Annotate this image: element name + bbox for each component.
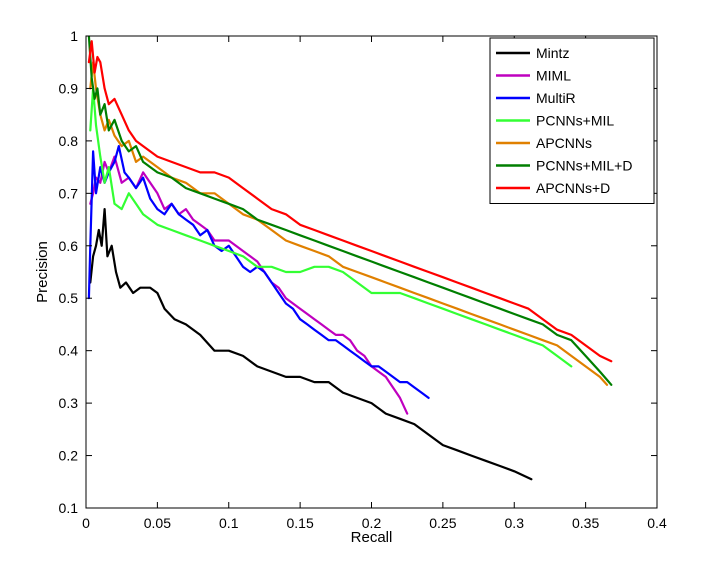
y-axis-title: Precision — [34, 241, 51, 303]
y-tick-label: 0.1 — [59, 500, 79, 516]
series-layer — [87, 36, 613, 481]
legend-label: MultiR — [536, 90, 576, 106]
x-tick-label: 0.25 — [429, 515, 456, 531]
series-line-apcnns — [89, 61, 609, 386]
series-line-multir — [87, 145, 430, 399]
x-tick-label: 0.3 — [505, 515, 525, 531]
legend-label: APCNNs+D — [536, 180, 610, 196]
series-line-pcnns-mil — [89, 87, 573, 368]
legend: Mintz MIML MultiR PCNNs+MIL APCNNs PCNNs+MIL+… — [489, 37, 655, 204]
legend-label: Mintz — [536, 45, 569, 61]
x-tick-label: 0.15 — [287, 515, 314, 531]
x-tick-label: 0.35 — [572, 515, 599, 531]
axis-ticks: 0 0.05 0.1 0.15 0.2 0.25 0.3 0.35 0.4 0.1 0.2 0.3 0.… — [59, 28, 667, 531]
legend-label: PCNNs+MIL+D — [536, 158, 632, 174]
x-tick-label: 0.1 — [219, 515, 239, 531]
y-tick-label: 0.9 — [59, 80, 79, 96]
legend-label: MIML — [536, 68, 571, 84]
y-tick-label: 0.5 — [59, 290, 79, 306]
x-tick-label: 0.2 — [362, 515, 382, 531]
x-tick-label: 0.05 — [144, 515, 171, 531]
y-tick-label: 0.8 — [59, 133, 79, 149]
x-tick-label: 0.4 — [647, 515, 667, 531]
x-axis-title: Recall — [351, 529, 393, 546]
legend-label: PCNNs+MIL — [536, 113, 614, 129]
y-tick-label: 0.2 — [59, 448, 79, 464]
legend-label: APCNNs — [536, 135, 592, 151]
y-tick-label: 0.7 — [59, 185, 79, 201]
y-tick-label: 0.4 — [59, 343, 79, 359]
y-tick-label: 0.6 — [59, 238, 79, 254]
x-tick-label: 0 — [82, 515, 90, 531]
series-line-pcnns-mil-d — [87, 36, 613, 386]
series-line-mintz — [89, 208, 533, 481]
y-tick-label: 1 — [70, 28, 78, 44]
series-line-miml — [89, 155, 409, 415]
series-line-apcnns-d — [87, 40, 613, 363]
y-tick-label: 0.3 — [59, 395, 79, 411]
